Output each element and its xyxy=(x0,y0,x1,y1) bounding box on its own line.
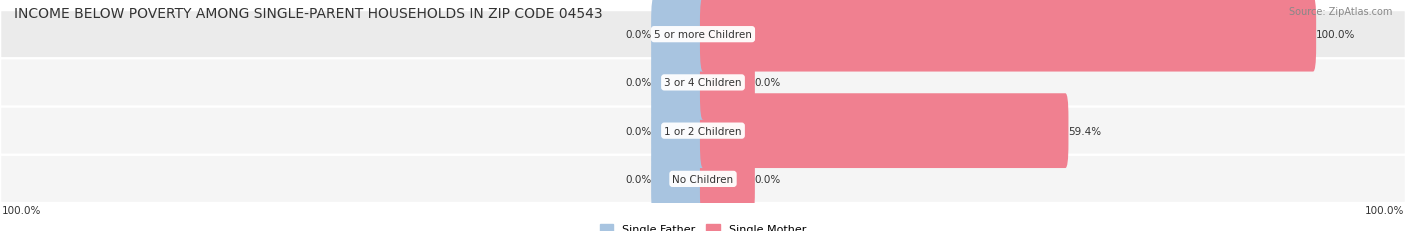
Text: 3 or 4 Children: 3 or 4 Children xyxy=(664,78,742,88)
FancyBboxPatch shape xyxy=(651,0,706,72)
Text: 0.0%: 0.0% xyxy=(624,174,651,184)
FancyBboxPatch shape xyxy=(700,94,1069,168)
Text: 0.0%: 0.0% xyxy=(624,126,651,136)
Text: 59.4%: 59.4% xyxy=(1069,126,1101,136)
FancyBboxPatch shape xyxy=(1,108,1405,154)
Text: 0.0%: 0.0% xyxy=(755,78,782,88)
Text: 0.0%: 0.0% xyxy=(755,174,782,184)
FancyBboxPatch shape xyxy=(700,142,755,216)
Text: No Children: No Children xyxy=(672,174,734,184)
FancyBboxPatch shape xyxy=(1,60,1405,106)
Text: 100.0%: 100.0% xyxy=(1365,206,1405,216)
FancyBboxPatch shape xyxy=(651,94,706,168)
Text: 100.0%: 100.0% xyxy=(1,206,41,216)
FancyBboxPatch shape xyxy=(651,142,706,216)
FancyBboxPatch shape xyxy=(1,156,1405,202)
Legend: Single Father, Single Mother: Single Father, Single Mother xyxy=(600,224,806,231)
Text: 100.0%: 100.0% xyxy=(1316,30,1355,40)
Text: Source: ZipAtlas.com: Source: ZipAtlas.com xyxy=(1288,7,1392,17)
FancyBboxPatch shape xyxy=(1,12,1405,58)
FancyBboxPatch shape xyxy=(700,0,1316,72)
Text: 5 or more Children: 5 or more Children xyxy=(654,30,752,40)
Text: 1 or 2 Children: 1 or 2 Children xyxy=(664,126,742,136)
Text: INCOME BELOW POVERTY AMONG SINGLE-PARENT HOUSEHOLDS IN ZIP CODE 04543: INCOME BELOW POVERTY AMONG SINGLE-PARENT… xyxy=(14,7,603,21)
FancyBboxPatch shape xyxy=(700,46,755,120)
Text: 0.0%: 0.0% xyxy=(624,30,651,40)
FancyBboxPatch shape xyxy=(651,46,706,120)
Text: 0.0%: 0.0% xyxy=(624,78,651,88)
